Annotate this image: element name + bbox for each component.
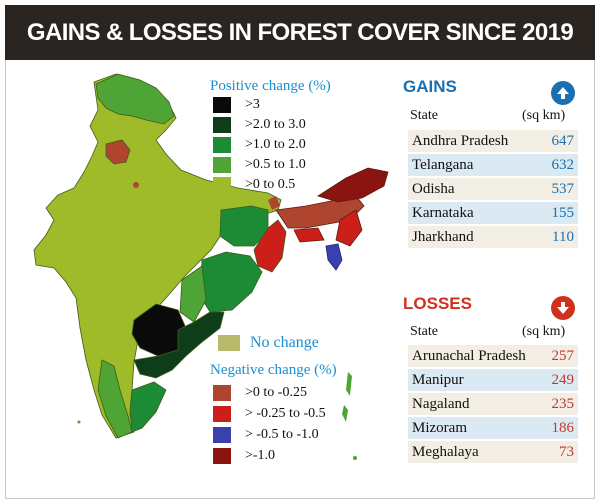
legend-item: > -0.5 to -1.0 (213, 426, 319, 444)
map-mainland (33, 73, 282, 439)
legend-swatch (213, 448, 231, 464)
map-meghalaya (293, 227, 325, 243)
area-value: 186 (551, 419, 575, 436)
legend-item: >0 to -0.25 (213, 384, 307, 402)
state-name: Karnataka (412, 204, 474, 221)
legend-item: >2.0 to 3.0 (213, 116, 306, 134)
state-name: Mizoram (412, 419, 467, 436)
arrow-up-icon (551, 81, 575, 105)
map-west-bengal (253, 219, 287, 273)
legend-label: >2.0 to 3.0 (245, 117, 306, 132)
area-value: 235 (551, 395, 575, 412)
arrow-down-icon (551, 296, 575, 320)
legend-swatch (213, 427, 231, 443)
map-tamil-nadu (129, 381, 167, 433)
table-row: Mizoram 186 (408, 417, 578, 439)
map-nagaland-manipur (335, 209, 363, 247)
legend-no-change: No change (218, 334, 319, 352)
map-delhi (133, 182, 139, 188)
table-row: Telangana 632 (408, 154, 578, 176)
infographic-frame: Positive change (%) >3 >2.0 to 3.0 >1.0 … (5, 60, 595, 499)
legend-swatch (213, 117, 231, 133)
map-islands-dot (353, 456, 357, 460)
map-odisha (199, 251, 263, 313)
state-name: Telangana (412, 156, 474, 173)
table-row: Arunachal Pradesh 257 (408, 345, 578, 367)
legend-item: >-1.0 (213, 447, 275, 465)
area-value: 257 (551, 347, 575, 364)
area-value: 73 (559, 443, 574, 460)
losses-title: LOSSES (403, 294, 472, 313)
state-name: Manipur (412, 371, 464, 388)
state-name: Arunachal Pradesh (412, 347, 526, 364)
legend-swatch (218, 335, 240, 351)
map-mizoram (325, 243, 343, 271)
losses-col-state: State (410, 324, 438, 339)
map-north-region (95, 73, 175, 125)
legend-label: >0.5 to 1.0 (245, 157, 306, 172)
map-sikkim (268, 196, 280, 210)
table-row: Nagaland 235 (408, 393, 578, 415)
area-value: 110 (552, 228, 574, 245)
legend-label: >0 to 0.5 (245, 177, 296, 192)
legend-label: >-1.0 (245, 448, 276, 463)
gains-col-unit: (sq km) (522, 108, 566, 123)
legend-negative-title: Negative change (%) (210, 362, 337, 378)
page-title: GAINS & LOSSES IN FOREST COVER SINCE 201… (5, 5, 595, 60)
area-value: 249 (551, 371, 575, 388)
table-row: Meghalaya 73 (408, 441, 578, 463)
legend-swatch (213, 177, 231, 193)
legend-label: > -0.25 to -0.5 (245, 406, 326, 421)
table-row: Andhra Pradesh 647 (408, 130, 578, 152)
legend-positive-title: Positive change (%) (210, 78, 331, 94)
legend-item: >1.0 to 2.0 (213, 136, 306, 154)
legend-label: No change (250, 334, 319, 351)
state-name: Nagaland (412, 395, 470, 412)
legend-item: >3 (213, 96, 260, 114)
legend-swatch (213, 97, 231, 113)
table-row: Manipur 249 (408, 369, 578, 391)
legend-label: > -0.5 to -1.0 (245, 427, 319, 442)
legend-swatch (213, 137, 231, 153)
legend-label: >1.0 to 2.0 (245, 137, 306, 152)
legend-item: >0.5 to 1.0 (213, 156, 306, 174)
area-value: 632 (551, 156, 575, 173)
losses-col-unit: (sq km) (522, 324, 566, 339)
table-row: Jharkhand 110 (408, 226, 578, 248)
map-arunachal (317, 167, 389, 203)
legend-swatch (213, 157, 231, 173)
state-name: Andhra Pradesh (412, 132, 509, 149)
map-chhattisgarh (179, 265, 207, 323)
legend-swatch (213, 406, 231, 422)
legend-swatch (213, 385, 231, 401)
area-value: 647 (551, 132, 575, 149)
map-lakshadweep-dot (77, 420, 81, 424)
map-punjab (105, 139, 131, 165)
legend-label: >3 (245, 97, 260, 112)
gains-col-state: State (410, 108, 438, 123)
legend-item: > -0.25 to -0.5 (213, 405, 326, 423)
area-value: 537 (551, 180, 575, 197)
table-row: Odisha 537 (408, 178, 578, 200)
state-name: Meghalaya (412, 443, 479, 460)
map-andaman (342, 372, 352, 422)
legend-item: >0 to 0.5 (213, 176, 295, 194)
map-andhra (133, 311, 225, 379)
state-name: Jharkhand (412, 228, 474, 245)
india-forest-map (33, 73, 389, 460)
state-name: Odisha (412, 180, 455, 197)
legend-label: >0 to -0.25 (245, 385, 307, 400)
area-value: 155 (551, 204, 575, 221)
table-row: Karnataka 155 (408, 202, 578, 224)
gains-title: GAINS (403, 77, 457, 96)
